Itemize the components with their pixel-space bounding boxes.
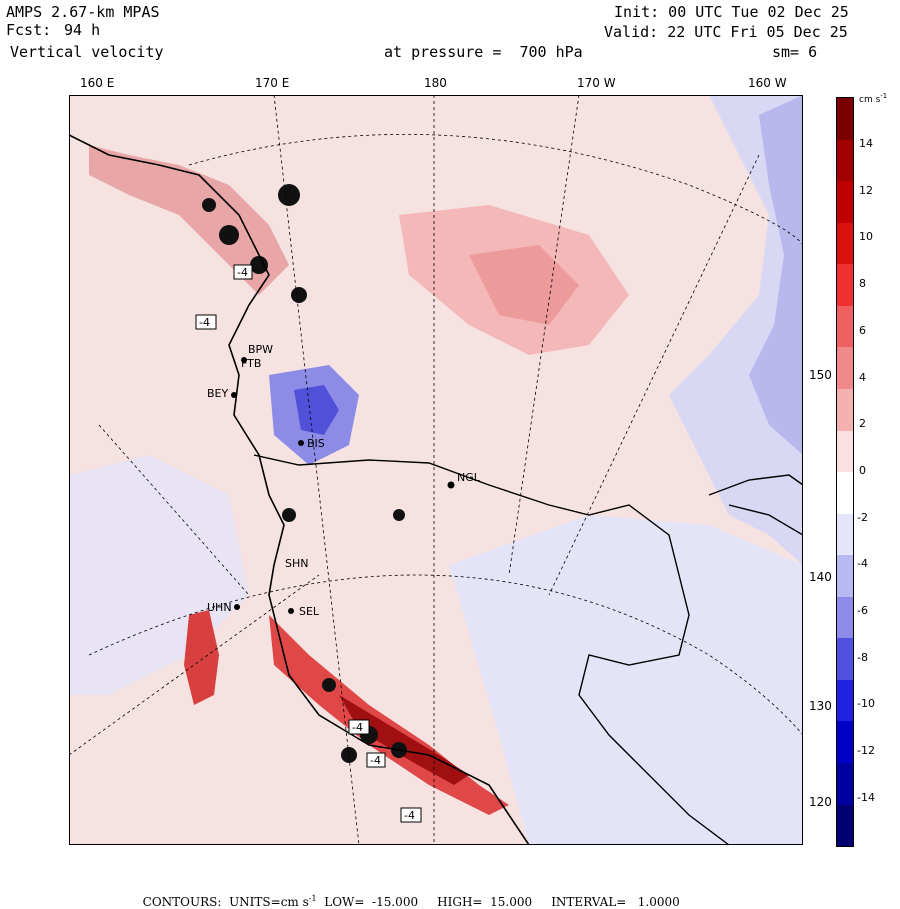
colorbar-segment [837, 555, 853, 597]
colorbar-tick-label: -2 [857, 510, 868, 524]
contours-label: CONTOURS: [142, 895, 222, 909]
peninsula-coast [708, 474, 803, 536]
colorbar-tick-label: 14 [859, 137, 873, 150]
station-label: UHN [207, 601, 232, 614]
contour-marker: -4 [199, 316, 210, 329]
colorbar-tick-label: 0 [859, 463, 866, 477]
positive-arc-west [184, 610, 219, 705]
lon-label-170w: 170 W [577, 76, 616, 90]
colorbar-segment [837, 513, 853, 556]
coastline [69, 134, 530, 845]
positive-region-north-strong [469, 245, 579, 325]
high-value: HIGH= 15.000 [437, 895, 533, 909]
init-time: Init: 00 UTC Tue 02 Dec 25 [614, 3, 849, 21]
colorbar-segment [837, 139, 853, 182]
colorbar-segment [837, 472, 853, 514]
station-label: BPW [248, 343, 273, 356]
contour-markers: -4 -4 -4 -4 -4 [195, 264, 422, 823]
colorbar-tick-label: 10 [859, 230, 873, 244]
station-label: SEL [299, 605, 320, 618]
lon-label-160w: 160 W [748, 76, 787, 90]
forecast-label: Fcst: [6, 21, 52, 39]
colorbar-tick-label: 4 [859, 370, 866, 384]
contour-marker: -4 [370, 754, 381, 767]
forecast-hour: 94 h [64, 21, 101, 39]
terrain-noise [202, 184, 407, 763]
colorbar-tick-label: 6 [859, 323, 866, 337]
valid-time: Valid: 22 UTC Fri 05 Dec 25 [604, 23, 848, 41]
pressure-level: at pressure = 700 hPa [384, 43, 583, 61]
contour-marker: -4 [237, 266, 248, 279]
colorbar-tick-label: 12 [859, 183, 873, 197]
colorbar-segment [837, 347, 853, 389]
lon-label-160e: 160 E [80, 76, 115, 90]
colorbar-segment [837, 596, 853, 639]
negative-region-east [669, 95, 803, 565]
negative-core-center-inner [294, 385, 339, 435]
colorbar-segment [837, 721, 853, 763]
colorbar-units-text: cm s [859, 95, 881, 105]
interval-value: INTERVAL= 1.0000 [551, 895, 680, 909]
colorbar-segment [837, 679, 853, 722]
colorbar-segment [837, 638, 853, 680]
colorbar-tick-label: -14 [857, 790, 875, 804]
station-label: NGL [457, 471, 481, 484]
negative-region-east-strong [749, 95, 803, 455]
low-value: LOW= -15.000 [324, 895, 419, 909]
colorbar-tick-label: 2 [859, 417, 866, 431]
colorbar-segment [837, 804, 853, 847]
negative-region-southeast [449, 515, 803, 845]
colorbar-segment [837, 430, 853, 473]
contour-marker: -4 [404, 809, 415, 822]
colorbar-segment [837, 264, 853, 306]
colorbar-tick-label: -4 [857, 557, 868, 571]
colorbar-units-sup: -1 [880, 92, 888, 100]
station-label: BIS [307, 437, 325, 450]
colorbar-segment [837, 305, 853, 348]
colorbar-segment [837, 181, 853, 223]
colorbar-tick-label: -10 [857, 697, 875, 711]
ice-shelf-edge [253, 454, 730, 845]
colorbar-segment [837, 98, 853, 140]
station-label: BEY [207, 387, 228, 400]
lon-label-180: 180 [424, 76, 447, 90]
lon-label-170e: 170 E [255, 76, 290, 90]
stations: BPW FTB BEY BIS NGL SEL UHN SHN [207, 343, 481, 618]
smoothing: sm= 6 [772, 43, 818, 61]
contour-info: CONTOURS: UNITS=cm s-1 LOW= -15.000 HIGH… [135, 880, 680, 909]
colorbar-tick-label: -12 [857, 744, 875, 758]
colorbar-tick-label: -6 [857, 604, 868, 617]
field-name: Vertical velocity [10, 43, 164, 61]
map-panel: -4 -4 -4 -4 -4 BPW FTB BEY BIS NGL SEL U… [69, 95, 803, 845]
positive-band-south-dark [339, 695, 469, 785]
units-sup: -1 [308, 894, 317, 903]
colorbar-segment [837, 763, 853, 805]
colorbar-tick-label: 8 [859, 277, 866, 291]
colorbar-segment [837, 222, 853, 265]
units-text: UNITS=cm s [229, 895, 309, 909]
contour-marker: -4 [352, 721, 363, 734]
colorbar-segment [837, 388, 853, 431]
station-label: SHN [285, 557, 308, 570]
station-label: FTB [241, 357, 261, 370]
model-name: AMPS 2.67-km MPAS [6, 3, 160, 21]
ridge-north [89, 145, 289, 295]
colorbar [836, 97, 854, 847]
colorbar-units: cm s-1 [859, 92, 887, 105]
colorbar-tick-label: -8 [857, 650, 868, 664]
